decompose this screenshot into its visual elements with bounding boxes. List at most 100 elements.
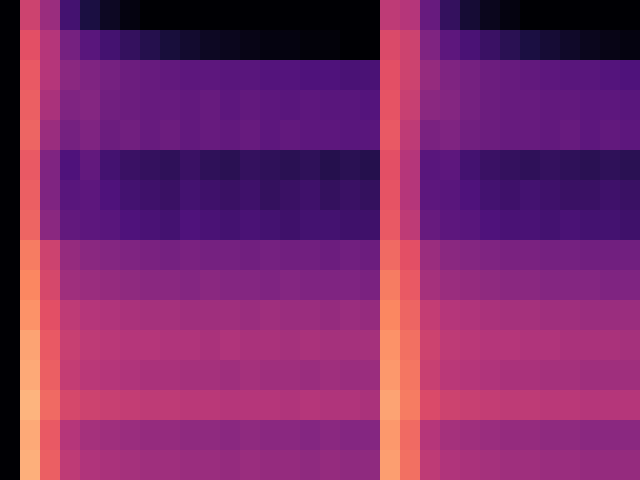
cell <box>320 0 341 31</box>
cell <box>220 0 241 31</box>
cell <box>480 420 501 451</box>
cell <box>440 180 461 211</box>
cell <box>240 60 261 91</box>
cell <box>280 270 301 301</box>
cell <box>140 30 161 61</box>
cell <box>600 0 621 31</box>
cell <box>160 210 181 241</box>
cell <box>480 0 501 31</box>
cell <box>60 390 81 421</box>
cell <box>600 180 621 211</box>
cell <box>560 240 581 271</box>
cell <box>20 270 41 301</box>
cell <box>540 150 561 181</box>
cell <box>400 390 421 421</box>
cell <box>220 300 241 331</box>
cell <box>220 180 241 211</box>
cell <box>180 420 201 451</box>
cell <box>480 360 501 391</box>
cell <box>240 270 261 301</box>
cell <box>260 0 281 31</box>
cell <box>400 90 421 121</box>
cell <box>440 210 461 241</box>
cell <box>560 450 581 480</box>
cell <box>500 420 521 451</box>
cell <box>0 0 21 31</box>
cell <box>480 270 501 301</box>
cell <box>340 0 361 31</box>
cell <box>580 30 601 61</box>
cell <box>600 90 621 121</box>
cell <box>260 150 281 181</box>
cell <box>420 30 441 61</box>
cell <box>260 30 281 61</box>
cell <box>360 180 381 211</box>
cell <box>280 60 301 91</box>
cell <box>520 420 541 451</box>
cell <box>460 30 481 61</box>
cell <box>160 300 181 331</box>
cell <box>300 0 321 31</box>
cell <box>460 60 481 91</box>
cell <box>340 300 361 331</box>
cell <box>360 420 381 451</box>
cell <box>200 330 221 361</box>
cell <box>140 300 161 331</box>
cell <box>520 360 541 391</box>
cell <box>340 450 361 480</box>
cell <box>560 300 581 331</box>
cell <box>0 240 21 271</box>
cell <box>320 420 341 451</box>
cell <box>60 360 81 391</box>
cell <box>540 360 561 391</box>
cell <box>500 150 521 181</box>
cell <box>60 90 81 121</box>
cell <box>280 240 301 271</box>
cell <box>360 90 381 121</box>
cell <box>440 150 461 181</box>
cell <box>320 330 341 361</box>
cell <box>220 210 241 241</box>
cell <box>20 330 41 361</box>
cell <box>380 180 401 211</box>
cell <box>240 180 261 211</box>
cell <box>460 0 481 31</box>
cell <box>180 390 201 421</box>
cell <box>560 30 581 61</box>
cell <box>620 120 640 151</box>
cell <box>600 360 621 391</box>
cell <box>400 120 421 151</box>
cell <box>540 0 561 31</box>
cell <box>200 120 221 151</box>
cell <box>140 240 161 271</box>
cell <box>160 450 181 480</box>
cell <box>400 330 421 361</box>
cell <box>620 270 640 301</box>
cell <box>20 180 41 211</box>
cell <box>340 180 361 211</box>
cell <box>500 120 521 151</box>
cell <box>400 270 421 301</box>
cell <box>40 270 61 301</box>
cell <box>420 120 441 151</box>
cell <box>560 360 581 391</box>
cell <box>520 180 541 211</box>
cell <box>60 270 81 301</box>
cell <box>300 210 321 241</box>
cell <box>560 390 581 421</box>
cell <box>40 360 61 391</box>
cell <box>160 180 181 211</box>
cell <box>440 360 461 391</box>
cell <box>300 300 321 331</box>
cell <box>300 390 321 421</box>
cell <box>480 210 501 241</box>
cell <box>360 120 381 151</box>
cell <box>360 300 381 331</box>
cell <box>280 90 301 121</box>
cell <box>320 240 341 271</box>
cell <box>480 30 501 61</box>
cell <box>380 120 401 151</box>
cell <box>160 240 181 271</box>
cell <box>0 180 21 211</box>
cell <box>300 360 321 391</box>
